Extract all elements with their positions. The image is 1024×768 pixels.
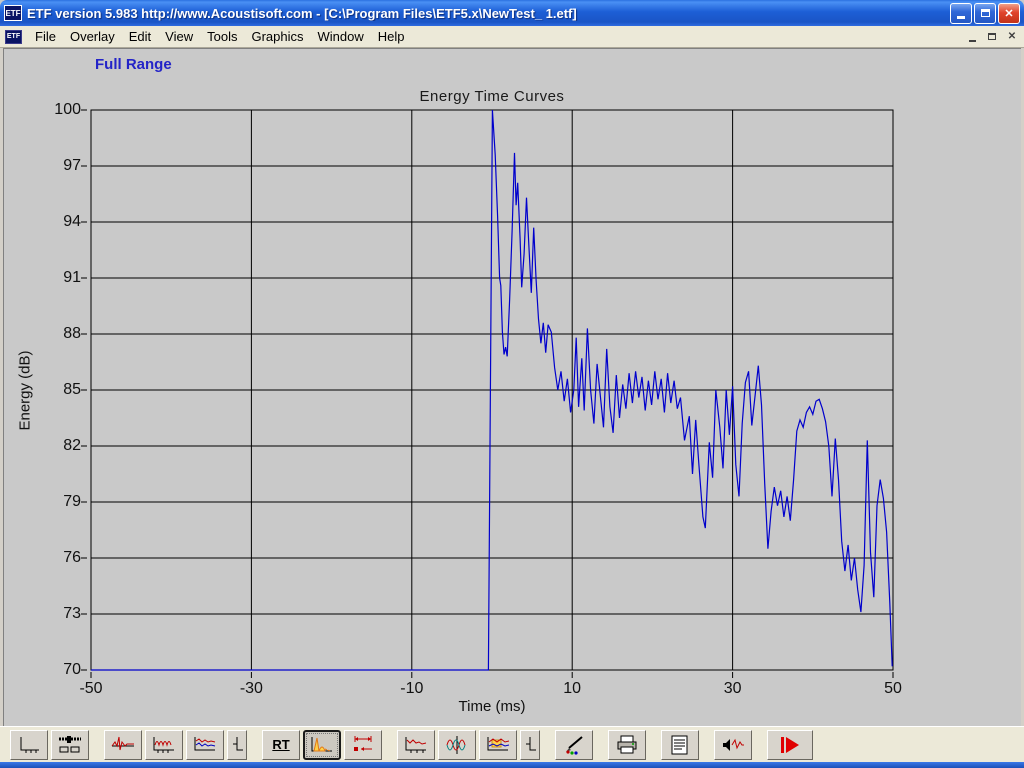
small-axis-icon — [233, 736, 243, 750]
report-button[interactable] — [661, 729, 699, 760]
mdi-restore-icon — [988, 33, 996, 40]
rt-button[interactable]: RT — [262, 729, 300, 760]
phase-icon — [446, 735, 466, 754]
color-scheme-icon — [566, 735, 583, 755]
etc-curve — [91, 109, 893, 671]
gate-arrows-icon — [354, 735, 372, 751]
x-axis-label: Time (ms) — [458, 698, 526, 715]
x-tick-label: -10 — [400, 680, 424, 697]
window-title: ETF version 5.983 http://www.Acoustisoft… — [27, 5, 577, 21]
close-icon: ✕ — [1004, 7, 1014, 20]
x-tick-label: 50 — [884, 680, 902, 697]
print-button[interactable] — [608, 729, 646, 760]
y-tick-label: 94 — [63, 213, 81, 230]
report-icon — [671, 735, 688, 754]
x-tick-label: -30 — [239, 680, 263, 697]
y-tick-label: 85 — [63, 381, 81, 398]
y-tick-label: 82 — [63, 437, 81, 454]
gate-arrows-button[interactable] — [344, 729, 382, 760]
x-tick-label: 30 — [723, 680, 742, 697]
close-button[interactable]: ✕ — [998, 2, 1020, 24]
waterfall-icon — [487, 736, 510, 750]
small-axis-button-2[interactable] — [520, 729, 540, 760]
menu-help[interactable]: Help — [377, 29, 405, 44]
small-axis-icon — [526, 736, 536, 750]
menu-bar: ETF File Overlay Edit View Tools Graphic… — [0, 26, 1024, 48]
y-tick-label: 100 — [54, 101, 81, 118]
frequency-response-button[interactable] — [145, 729, 183, 760]
restore-button[interactable] — [974, 2, 996, 24]
y-tick-label: 70 — [63, 661, 81, 678]
y-tick-label: 73 — [63, 605, 81, 622]
chart-area: Full Range Energy Time Curves Energy (dB… — [0, 48, 1024, 726]
mdi-minimize-icon — [968, 39, 976, 42]
smoothed-etc-button[interactable] — [397, 729, 435, 760]
print-icon — [617, 735, 637, 753]
play-button[interactable] — [767, 729, 813, 760]
impulse-response-button[interactable] — [104, 729, 142, 760]
energy-time-curve-button[interactable] — [303, 729, 341, 760]
y-tick-label: 79 — [63, 493, 81, 510]
frequency-response-icon — [153, 736, 174, 753]
minimize-icon — [957, 16, 965, 19]
menu-file[interactable]: File — [35, 29, 56, 44]
toolbar: RT — [0, 726, 1024, 762]
mdi-minimize-button[interactable] — [963, 28, 981, 45]
color-scheme-button[interactable] — [555, 729, 593, 760]
chart-axes-button[interactable] — [10, 729, 48, 760]
impulse-response-icon — [111, 736, 134, 750]
title-bar: ETF ETF version 5.983 http://www.Acousti… — [0, 0, 1024, 26]
y-tick-label: 76 — [63, 549, 81, 566]
phase-button[interactable] — [438, 729, 476, 760]
smoothed-etc-icon — [405, 736, 427, 753]
menu-tools[interactable]: Tools — [207, 29, 238, 44]
gate-sliders-icon — [59, 735, 81, 752]
speaker-test-button[interactable] — [714, 729, 752, 760]
chart-title: Energy Time Curves — [419, 88, 565, 105]
small-axis-button[interactable] — [227, 729, 247, 760]
mdi-close-button[interactable]: ✕ — [1003, 28, 1021, 45]
speaker-test-icon — [723, 738, 744, 751]
app-icon: ETF — [4, 5, 22, 21]
chart-axes-icon — [20, 736, 39, 753]
menu-window[interactable]: Window — [317, 29, 364, 44]
overlay-curves-button[interactable] — [186, 729, 224, 760]
waterfall-button[interactable] — [479, 729, 517, 760]
menu-graphics[interactable]: Graphics — [251, 29, 304, 44]
gate-sliders-button[interactable] — [51, 729, 89, 760]
x-tick-label: -50 — [79, 680, 103, 697]
restore-icon — [980, 9, 990, 17]
etc-plot — [81, 109, 894, 678]
view-range-label: Full Range — [95, 56, 172, 73]
overlay-curves-icon — [194, 736, 216, 750]
mdi-restore-button[interactable] — [983, 28, 1001, 45]
rt-label: RT — [272, 737, 290, 752]
y-tick-label: 97 — [63, 157, 81, 174]
menu-edit[interactable]: Edit — [128, 29, 152, 44]
minimize-button[interactable] — [950, 2, 972, 24]
document-icon[interactable]: ETF — [5, 29, 22, 44]
window-bottom-border — [0, 762, 1024, 768]
y-tick-label: 88 — [63, 325, 81, 342]
y-tick-label: 91 — [63, 269, 81, 286]
play-icon — [781, 736, 799, 753]
menu-view[interactable]: View — [165, 29, 194, 44]
mdi-close-icon: ✕ — [1007, 31, 1017, 42]
menu-overlay[interactable]: Overlay — [69, 29, 115, 44]
energy-time-curve-icon — [311, 736, 332, 751]
x-tick-label: 10 — [563, 680, 582, 697]
